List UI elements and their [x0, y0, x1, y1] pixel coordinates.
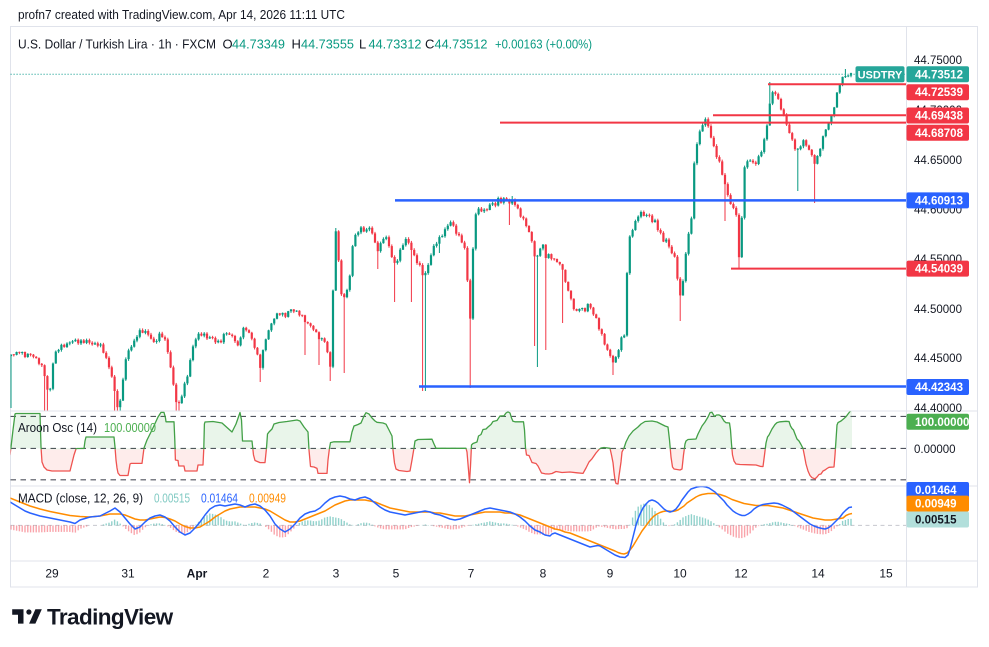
svg-text:H: H: [292, 37, 301, 52]
svg-text:44.73349: 44.73349: [232, 37, 285, 52]
svg-text:29: 29: [45, 567, 59, 581]
svg-text:44.40000: 44.40000: [914, 403, 962, 415]
svg-text:USDTRY: USDTRY: [858, 70, 903, 82]
svg-text:0.00515: 0.00515: [915, 515, 957, 527]
svg-text:9: 9: [607, 567, 614, 581]
svg-text:+0.00163 (+0.00%): +0.00163 (+0.00%): [495, 37, 592, 52]
svg-text:MACD (close, 12, 26, 9): MACD (close, 12, 26, 9): [18, 492, 143, 506]
svg-text:15: 15: [879, 567, 893, 581]
svg-text:44.42343: 44.42343: [915, 382, 963, 394]
svg-text:12: 12: [734, 567, 748, 581]
svg-text:44.73512: 44.73512: [435, 37, 488, 52]
svg-text:0.00515: 0.00515: [154, 492, 190, 506]
svg-text:44.73555: 44.73555: [301, 37, 354, 52]
svg-text:31: 31: [121, 567, 135, 581]
svg-text:TradingView: TradingView: [47, 605, 174, 630]
svg-text:C: C: [425, 37, 434, 52]
svg-text:0.01464: 0.01464: [915, 485, 957, 497]
svg-text:0.00000: 0.00000: [914, 444, 956, 456]
svg-text:44.68708: 44.68708: [915, 128, 964, 140]
svg-text:44.73512: 44.73512: [915, 69, 963, 81]
svg-text:10: 10: [673, 567, 687, 581]
svg-text:44.75000: 44.75000: [914, 55, 962, 67]
svg-text:44.72539: 44.72539: [915, 87, 963, 99]
svg-text:U.S. Dollar / Turkish Lira · 1: U.S. Dollar / Turkish Lira · 1h · FXCM: [18, 37, 216, 52]
svg-text:0.01464: 0.01464: [201, 492, 238, 506]
svg-text:Apr: Apr: [187, 567, 208, 581]
svg-text:0.00949: 0.00949: [249, 492, 286, 506]
svg-text:14: 14: [811, 567, 825, 581]
svg-text:Aroon Osc (14): Aroon Osc (14): [18, 421, 97, 435]
svg-text:2: 2: [263, 567, 270, 581]
svg-text:8: 8: [540, 567, 547, 581]
svg-text:0.00949: 0.00949: [915, 499, 957, 511]
svg-text:44.60913: 44.60913: [915, 195, 963, 207]
svg-text:44.54039: 44.54039: [915, 264, 963, 276]
svg-text:L: L: [359, 37, 366, 52]
svg-text:5: 5: [393, 567, 400, 581]
svg-text:3: 3: [333, 567, 340, 581]
svg-text:44.65000: 44.65000: [914, 155, 962, 167]
svg-text:44.45000: 44.45000: [914, 353, 962, 365]
svg-text:100.00000: 100.00000: [104, 421, 156, 435]
svg-text:44.50000: 44.50000: [914, 304, 962, 316]
svg-text:100.00000: 100.00000: [915, 417, 969, 429]
svg-text:O: O: [223, 37, 233, 52]
svg-text:44.73312: 44.73312: [369, 37, 422, 52]
svg-text:profn7 created with TradingVie: profn7 created with TradingView.com, Apr…: [18, 7, 345, 22]
svg-text:44.69438: 44.69438: [915, 111, 964, 123]
svg-text:7: 7: [468, 567, 475, 581]
